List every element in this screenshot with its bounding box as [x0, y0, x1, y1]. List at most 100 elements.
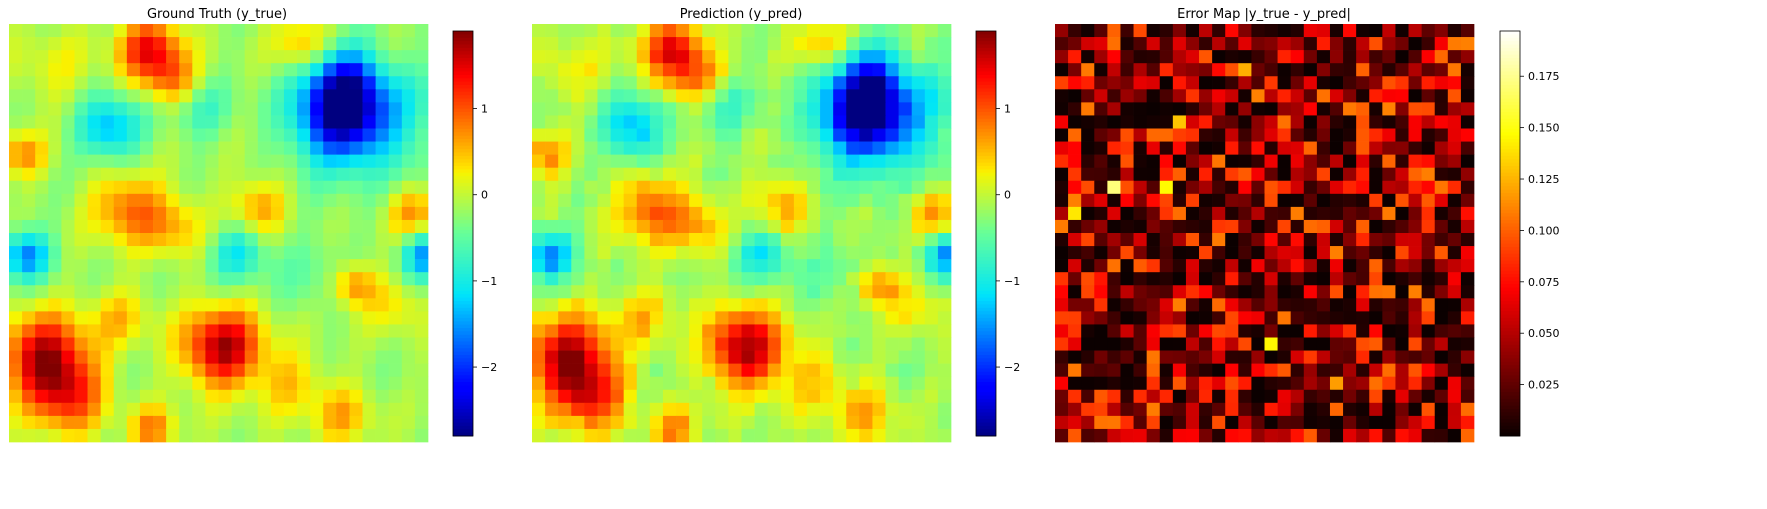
heatmap-cell — [1225, 298, 1239, 312]
heatmap-cell — [218, 363, 232, 378]
heatmap-cell — [61, 259, 75, 273]
heatmap-cell — [1199, 102, 1213, 116]
colorbar-segment — [1500, 213, 1520, 218]
heatmap-cell — [9, 350, 23, 364]
heatmap-cell — [205, 206, 219, 221]
heatmap-cell — [74, 167, 88, 182]
heatmap-cell — [623, 272, 638, 286]
heatmap-cell — [1264, 89, 1278, 103]
heatmap-cell — [1343, 272, 1357, 286]
colorbar-segment — [453, 368, 473, 373]
colorbar-segment — [453, 361, 473, 366]
heatmap-cell — [100, 63, 115, 77]
heatmap-cell — [1343, 180, 1357, 195]
heatmap-cell — [571, 285, 585, 299]
heatmap-cell — [1146, 89, 1161, 103]
heatmap-cell — [558, 37, 572, 51]
heatmap-cell — [558, 259, 572, 273]
colorbar-segment — [453, 145, 473, 150]
heatmap-cell — [244, 233, 259, 247]
heatmap-cell — [297, 50, 311, 64]
heatmap-cell — [1434, 76, 1449, 90]
heatmap-cell — [1238, 298, 1252, 312]
heatmap-cell — [1329, 37, 1344, 51]
heatmap-cell — [48, 259, 62, 273]
heatmap-cell — [375, 206, 390, 221]
heatmap-cell — [1146, 246, 1161, 260]
heatmap-cell — [584, 272, 598, 286]
heatmap-cell — [1199, 402, 1213, 417]
heatmap-cell — [1316, 63, 1331, 77]
heatmap-cell — [597, 50, 611, 64]
colorbar-segment — [453, 247, 473, 251]
heatmap-cell — [558, 193, 572, 208]
heatmap-cell — [859, 389, 873, 404]
heatmap-cell — [545, 285, 559, 299]
heatmap-cell — [1212, 154, 1226, 169]
heatmap-cell — [48, 141, 62, 155]
heatmap-cell — [532, 246, 546, 260]
heatmap-cell — [793, 324, 808, 338]
heatmap-cell — [532, 259, 546, 273]
heatmap-cell — [1107, 128, 1121, 142]
heatmap-cell — [636, 259, 651, 273]
heatmap-cell — [1225, 167, 1239, 182]
heatmap-cell — [323, 50, 337, 64]
heatmap-cell — [1395, 141, 1409, 155]
heatmap-cell — [270, 63, 285, 77]
heatmap-cell — [780, 219, 795, 234]
colorbar-segment — [453, 402, 473, 407]
heatmap-cell — [349, 233, 363, 247]
heatmap-cell — [1447, 324, 1462, 338]
heatmap-cell — [1303, 193, 1318, 208]
heatmap-cell — [610, 363, 624, 378]
heatmap-cell — [87, 37, 101, 51]
colorbar-segment — [976, 128, 996, 133]
colorbar-segment — [976, 432, 996, 437]
heatmap-cell — [1421, 363, 1436, 378]
heatmap-cell — [1356, 415, 1370, 430]
heatmap-cell — [1172, 246, 1187, 260]
heatmap-cell — [1369, 167, 1383, 182]
heatmap-cell — [1238, 89, 1252, 103]
heatmap-cell — [192, 128, 206, 142]
heatmap-cell — [1159, 193, 1174, 208]
heatmap-cell — [87, 115, 101, 129]
heatmap-cell — [1133, 337, 1147, 351]
heatmap-cell — [388, 246, 403, 260]
colorbar-segment — [453, 186, 473, 191]
heatmap-cell — [1434, 154, 1449, 169]
heatmap-cell — [1055, 363, 1069, 378]
heatmap-cell — [898, 389, 913, 404]
colorbar-tick-label: −2 — [1004, 361, 1020, 374]
heatmap-cell — [1264, 272, 1278, 286]
heatmap-cell — [1133, 167, 1147, 182]
heatmap-cell — [1120, 272, 1134, 286]
heatmap-cell — [610, 337, 624, 351]
heatmap-cell — [205, 363, 219, 378]
colorbar-segment — [1500, 162, 1520, 167]
heatmap-cell — [806, 246, 821, 260]
heatmap-cell — [872, 298, 886, 312]
heatmap-cell — [1094, 37, 1108, 51]
heatmap-cell — [1225, 428, 1239, 443]
heatmap-cell — [545, 233, 559, 247]
colorbar-segment — [453, 307, 473, 312]
colorbar-segment — [1500, 412, 1520, 417]
heatmap-cell — [793, 259, 808, 273]
heatmap-cell — [35, 259, 49, 273]
heatmap-cell — [87, 233, 101, 247]
heatmap-cell — [1316, 154, 1331, 169]
heatmap-cell — [1120, 376, 1134, 391]
heatmap-cell — [1212, 402, 1226, 417]
heatmap-cell — [689, 389, 703, 404]
heatmap-cell — [388, 298, 403, 312]
heatmap-cell — [571, 102, 585, 116]
heatmap-cell — [414, 402, 429, 417]
heatmap-cell — [1146, 37, 1161, 51]
heatmap-cell — [728, 259, 742, 273]
heatmap-cell — [859, 246, 873, 260]
heatmap-cell — [1316, 350, 1331, 364]
heatmap-cell — [1212, 89, 1226, 103]
colorbar-segment — [976, 334, 996, 339]
